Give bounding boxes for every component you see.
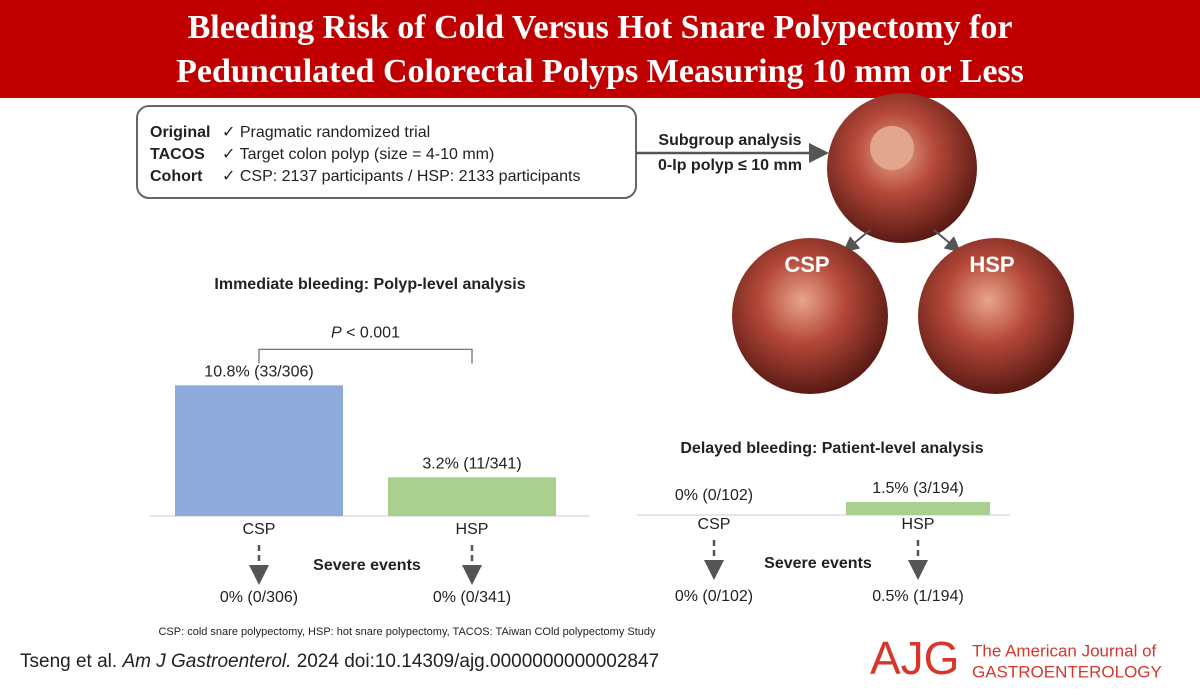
logo-text: The American Journal of: [972, 641, 1157, 660]
citation-journal: Am J Gastroenterol.: [121, 651, 291, 672]
severe-title: Severe events: [313, 557, 421, 574]
cohort-label: Cohort: [150, 168, 203, 185]
category-label: CSP: [243, 521, 276, 538]
bar: [175, 385, 343, 516]
category-label: HSP: [456, 521, 489, 538]
citation-rest: 2024 doi:10.14309/ajg.0000000000002847: [297, 651, 659, 672]
bar: [388, 477, 556, 516]
severe-label: 0.5% (1/194): [872, 588, 964, 605]
severe-label: 0% (0/341): [433, 589, 511, 606]
title-line: Bleeding Risk of Cold Versus Hot Snare P…: [188, 9, 1013, 46]
polyp: [870, 126, 914, 170]
p-symbol: P: [331, 325, 342, 342]
bracket: [258, 348, 473, 364]
citation: Tseng et al. Am J Gastroenterol. 2024 do…: [20, 651, 659, 672]
footnote: CSP: cold snare polypectomy, HSP: hot sn…: [158, 626, 656, 638]
logo-mark: AJG: [870, 632, 959, 684]
cohort-item: ✓ CSP: 2137 participants / HSP: 2133 par…: [222, 168, 580, 185]
title-line: Pedunculated Colorectal Polyps Measuring…: [176, 53, 1024, 90]
header-banner: [0, 0, 1200, 98]
value-label: 1.5% (3/194): [872, 480, 964, 497]
arrow: [842, 229, 871, 253]
endoscopy-image: [827, 93, 977, 243]
subgroup-text: Subgroup analysis: [658, 132, 801, 149]
cohort-label: Original: [150, 124, 210, 141]
category-label: CSP: [698, 516, 731, 533]
severe-label: 0% (0/102): [675, 588, 753, 605]
endoscopy-image: [732, 238, 888, 394]
value-label: 3.2% (11/341): [422, 455, 521, 472]
severe-label: 0% (0/306): [220, 589, 298, 606]
severe-title: Severe events: [764, 555, 872, 572]
value-label: 0% (0/102): [675, 487, 753, 504]
bar: [846, 501, 990, 515]
cohort-item: ✓ Target colon polyp (size = 4-10 mm): [222, 146, 494, 163]
chart-title: Immediate bleeding: Polyp-level analysis: [214, 276, 525, 293]
p-text: < 0.001: [346, 325, 400, 342]
image-label: CSP: [784, 252, 829, 277]
citation-authors: Tseng et al.: [20, 651, 117, 672]
endoscopy-image: [918, 238, 1074, 394]
category-label: HSP: [902, 516, 935, 533]
arrow: [933, 229, 962, 253]
p-value: P < 0.001: [331, 325, 400, 342]
logo-text: GASTROENTEROLOGY: [972, 662, 1162, 681]
image-label: HSP: [969, 252, 1014, 277]
cohort-label: TACOS: [150, 146, 205, 163]
value-label: 10.8% (33/306): [204, 364, 313, 381]
chart-title: Delayed bleeding: Patient-level analysis: [680, 440, 983, 457]
cohort-item: ✓ Pragmatic randomized trial: [222, 124, 430, 141]
subgroup-text: 0-Ip polyp ≤ 10 mm: [658, 157, 802, 174]
